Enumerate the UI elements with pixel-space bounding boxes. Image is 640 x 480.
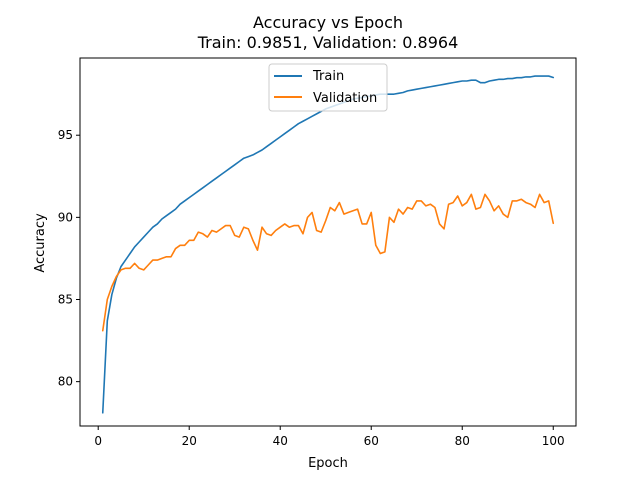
x-axis-label: Epoch <box>308 456 348 471</box>
x-tick-label: 60 <box>364 434 379 448</box>
legend-label-train: Train <box>312 69 344 84</box>
series-line-validation <box>101 193 555 332</box>
y-tick-label: 80 <box>58 375 73 389</box>
y-tick-label: 90 <box>58 210 73 224</box>
legend-label-validation: Validation <box>313 91 377 106</box>
plot-area <box>79 57 577 427</box>
x-axis-ticks: 0 20 40 60 80 100 <box>94 426 565 448</box>
chart-title: Accuracy vs Epoch <box>253 13 403 32</box>
x-tick-label: 0 <box>94 434 102 448</box>
legend: Train Validation <box>268 63 388 112</box>
axes-frame <box>79 57 577 427</box>
x-tick-label: 100 <box>542 434 565 448</box>
y-tick-label: 85 <box>58 293 73 307</box>
y-axis-ticks: 80 85 90 95 <box>58 128 80 389</box>
y-axis-label: Accuracy <box>33 213 48 273</box>
chart-subtitle: Train: 0.9851, Validation: 0.8964 <box>197 33 459 52</box>
x-tick-label: 20 <box>182 434 197 448</box>
x-tick-label: 80 <box>455 434 470 448</box>
x-tick-label: 40 <box>273 434 288 448</box>
y-tick-label: 95 <box>58 128 73 142</box>
